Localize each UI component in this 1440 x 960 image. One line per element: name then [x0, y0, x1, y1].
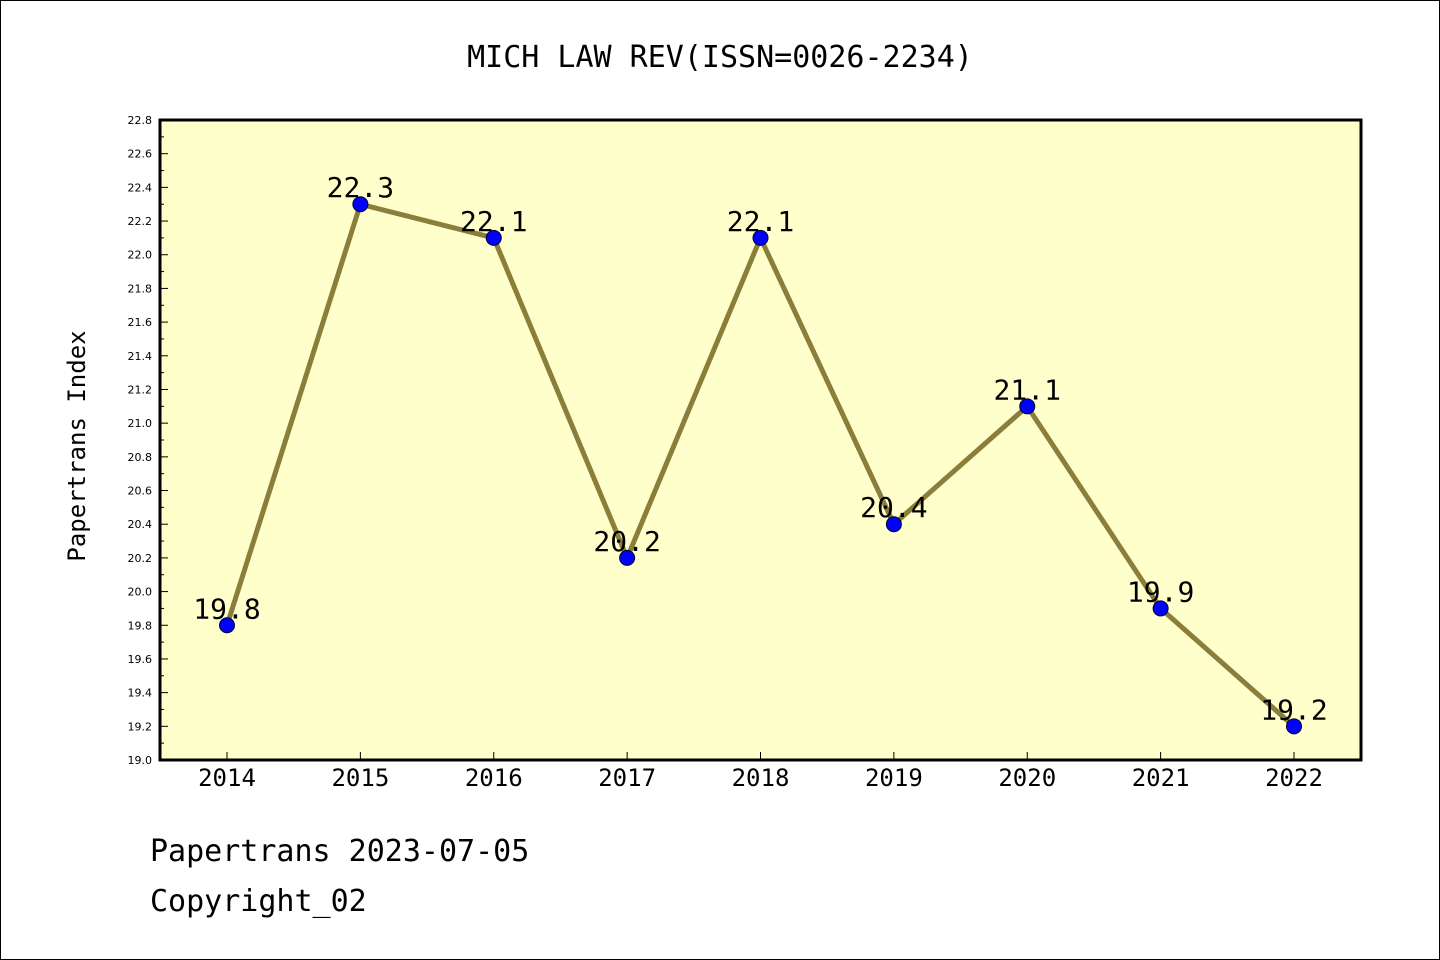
- data-point: [752, 229, 769, 246]
- data-point: [352, 196, 369, 213]
- y-tick-label: 22.6: [128, 148, 153, 161]
- y-tick-label: 20.4: [128, 518, 153, 531]
- y-tick-label: 20.8: [128, 451, 153, 464]
- y-tick-label: 19.8: [128, 619, 153, 632]
- data-point: [219, 617, 235, 634]
- y-tick-label: 22.4: [128, 181, 153, 194]
- data-label: 19.9: [1127, 575, 1194, 608]
- data-point: [885, 516, 902, 533]
- data-point: [619, 549, 636, 566]
- data-label: 22.3: [327, 171, 394, 204]
- y-tick-label: 22.8: [128, 114, 153, 127]
- x-tick-label: 2019: [865, 764, 923, 792]
- y-tick-label: 22.2: [128, 215, 153, 228]
- y-tick-label: 19.4: [128, 687, 153, 700]
- y-tick-label: 21.6: [128, 316, 153, 329]
- y-tick-label: 20.2: [128, 552, 153, 565]
- data-label: 22.1: [727, 205, 794, 238]
- plot-area: [158, 118, 1363, 762]
- data-point: [1152, 600, 1169, 617]
- footer-source-date: Papertrans 2023-07-05: [150, 834, 530, 869]
- x-tick-label: 2018: [732, 764, 790, 792]
- x-tick-label: 2016: [465, 764, 523, 792]
- x-tick-label: 2022: [1265, 764, 1323, 792]
- data-label: 19.2: [1260, 693, 1327, 726]
- data-point: [1286, 718, 1302, 735]
- y-tick-label: 19.2: [128, 720, 153, 733]
- y-tick-label: 20.0: [128, 586, 153, 599]
- series: 19.8 22.3 22.1 20.2 22.1 20.4 21.1 19.9 19.2: [193, 171, 1328, 735]
- x-tick-label: 2014: [198, 764, 256, 792]
- y-tick-label: 21.2: [128, 383, 153, 396]
- x-tick-label: 2015: [331, 764, 389, 792]
- x-tick-label: 2017: [598, 764, 656, 792]
- data-label: 22.1: [460, 205, 527, 238]
- y-tick-label: 21.0: [128, 417, 153, 430]
- data-point: [485, 229, 502, 246]
- y-tick-label: 21.4: [128, 350, 153, 363]
- chart-title: MICH LAW REV(ISSN=0026-2234): [467, 40, 973, 75]
- y-axis-label: Papertrans Index: [63, 330, 91, 561]
- y-tick-label: 22.0: [128, 249, 153, 262]
- x-axis: 2014 2015 2016 2017 2018 2019 2020 2021 2022: [198, 752, 1323, 792]
- y-tick-label: 19.0: [128, 754, 153, 767]
- data-point: [1019, 398, 1036, 415]
- x-tick-label: 2021: [1132, 764, 1190, 792]
- y-tick-label: 20.6: [128, 485, 153, 498]
- y-axis: 19.0 19.2 19.4 19.6 19.8 20.0 20.2 20.4 20.6 20.8…: [128, 114, 168, 767]
- footer-copyright: Copyright_02: [150, 884, 367, 919]
- data-label: 20.2: [593, 525, 660, 558]
- y-tick-label: 19.6: [128, 653, 153, 666]
- y-tick-label: 21.8: [128, 282, 153, 295]
- data-label: 21.1: [994, 373, 1061, 406]
- data-label: 19.8: [193, 592, 260, 625]
- data-label: 20.4: [860, 491, 927, 524]
- x-tick-label: 2020: [998, 764, 1056, 792]
